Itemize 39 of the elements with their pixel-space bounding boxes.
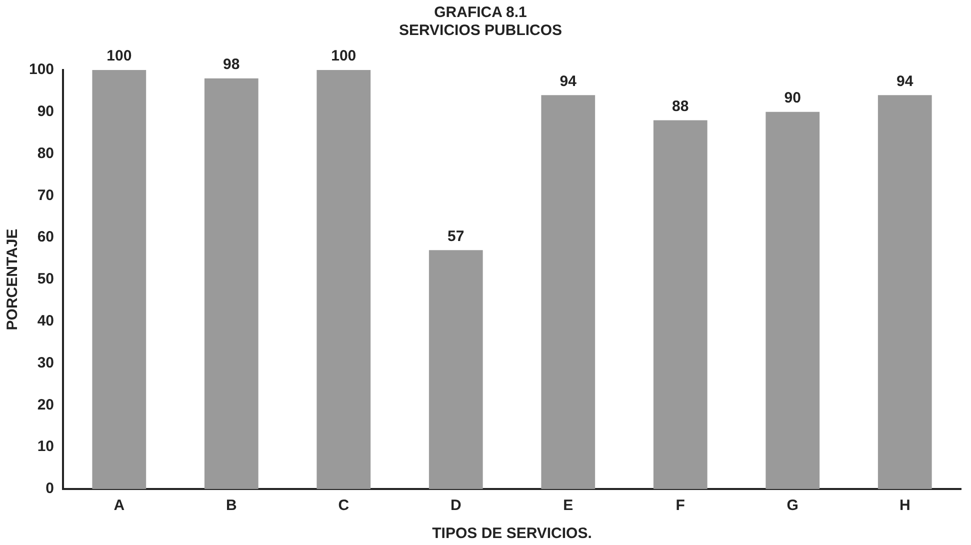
data-label: 100: [106, 48, 132, 65]
bar: [428, 250, 483, 489]
bar: [92, 70, 146, 489]
bar: [653, 120, 708, 489]
bar: [316, 70, 371, 489]
y-tick-label: 20: [37, 396, 54, 414]
x-tick-label: G: [786, 497, 798, 514]
data-label: 88: [672, 98, 689, 115]
x-tick-label: B: [226, 497, 237, 514]
bar: [204, 78, 258, 489]
x-tick-label: H: [899, 497, 910, 514]
y-tick-label: 70: [37, 186, 54, 204]
x-axis-title: TIPOS DE SERVICIOS.: [432, 525, 592, 542]
y-tick-label: 90: [37, 103, 54, 120]
data-label: 57: [448, 228, 464, 245]
data-label: 90: [784, 90, 801, 107]
y-tick-label: 40: [37, 312, 54, 330]
y-tick-label: 10: [37, 438, 54, 456]
bar: [766, 112, 820, 489]
y-tick-label: 100: [28, 61, 54, 78]
x-tick-label: D: [450, 497, 462, 514]
data-label: 94: [560, 72, 578, 90]
y-axis-title: PORCENTAJE: [4, 228, 22, 330]
data-label: 98: [223, 56, 240, 74]
x-tick-label: F: [676, 497, 685, 514]
y-tick-label: 80: [37, 144, 54, 162]
data-label: 94: [896, 72, 914, 90]
data-label: 100: [331, 48, 356, 65]
y-tick-label: 0: [46, 480, 54, 498]
y-tick-label: 50: [37, 270, 54, 288]
text: SERVICIOS PUBLICOS: [398, 22, 562, 40]
x-tick-label: A: [114, 497, 125, 514]
text: GRAFICA 8.1: [434, 4, 527, 22]
x-tick-label: E: [563, 497, 574, 514]
bar: [541, 95, 596, 489]
y-tick-label: 60: [37, 228, 54, 246]
x-tick-label: C: [338, 497, 350, 514]
y-tick-label: 30: [37, 354, 54, 372]
bar: [878, 95, 932, 489]
